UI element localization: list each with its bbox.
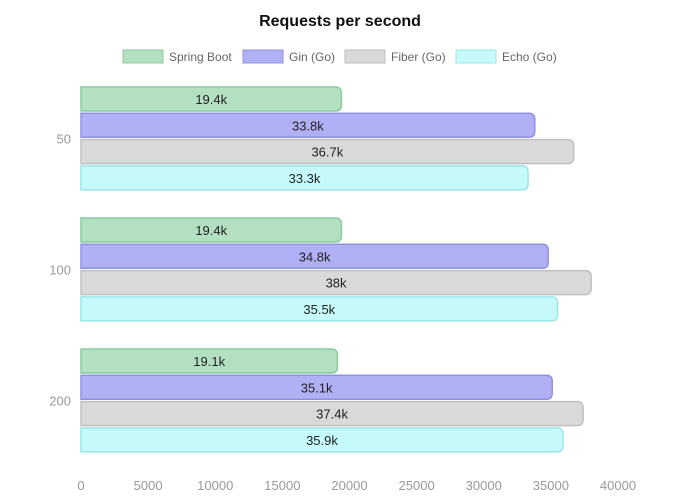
bar (80, 86, 343, 112)
data-label: 35.5k (303, 302, 335, 317)
legend-item[interactable]: Gin (Go) (242, 49, 335, 64)
x-tick-label: 40000 (600, 478, 636, 493)
y-tick-label: 100 (49, 262, 71, 277)
legend-label: Gin (Go) (289, 50, 335, 64)
bar (80, 138, 575, 165)
legend-label: Echo (Go) (502, 50, 557, 64)
legend-swatch (455, 49, 497, 64)
x-axis: 0 5000 10000 15000 20000 25000 30000 35000 40000 (77, 478, 636, 493)
bar (80, 296, 559, 322)
bar (80, 269, 592, 296)
data-label: 37.4k (316, 407, 348, 422)
legend-item[interactable]: Echo (Go) (455, 49, 557, 64)
x-tick-label: 30000 (466, 478, 502, 493)
bar (80, 374, 553, 401)
legend-item[interactable]: Fiber (Go) (344, 49, 446, 64)
chart-title: Requests per second (259, 13, 421, 30)
y-axis: 50 100 200 (49, 131, 71, 408)
bar (80, 400, 584, 427)
x-tick-label: 25000 (399, 478, 435, 493)
legend-item[interactable]: Spring Boot (122, 49, 232, 64)
bar (80, 217, 343, 243)
legend-label: Fiber (Go) (391, 50, 446, 64)
x-tick-label: 20000 (331, 478, 367, 493)
data-label: 19.4k (195, 223, 227, 238)
legend-swatch (242, 49, 284, 64)
x-tick-label: 0 (77, 478, 84, 493)
bar (80, 165, 529, 191)
x-tick-label: 5000 (134, 478, 163, 493)
legend: Spring Boot Gin (Go) Fiber (Go) Echo (Go) (122, 49, 557, 64)
legend-swatch (122, 49, 164, 64)
data-label: 33.3k (289, 171, 321, 186)
x-tick-label: 15000 (264, 478, 300, 493)
data-label: 19.1k (193, 354, 225, 369)
data-label: 35.9k (306, 433, 338, 448)
y-tick-label: 200 (49, 393, 71, 408)
data-label: 35.1k (301, 380, 333, 395)
y-tick-label: 50 (57, 131, 71, 146)
data-label: 38k (326, 276, 347, 291)
x-tick-label: 10000 (197, 478, 233, 493)
bar (80, 243, 549, 270)
bars: 19.4k 33.8k 36.7k 33.3k 19.4k 34.8k 38k 35.5k 19… (80, 86, 592, 453)
legend-swatch (344, 49, 386, 64)
data-label: 34.8k (299, 249, 331, 264)
x-tick-label: 35000 (533, 478, 569, 493)
data-label: 36.7k (311, 145, 343, 160)
bar (80, 427, 564, 453)
bar (80, 112, 536, 139)
bar (80, 348, 339, 374)
data-label: 19.4k (195, 92, 227, 107)
legend-label: Spring Boot (169, 50, 232, 64)
data-label: 33.8k (292, 118, 324, 133)
